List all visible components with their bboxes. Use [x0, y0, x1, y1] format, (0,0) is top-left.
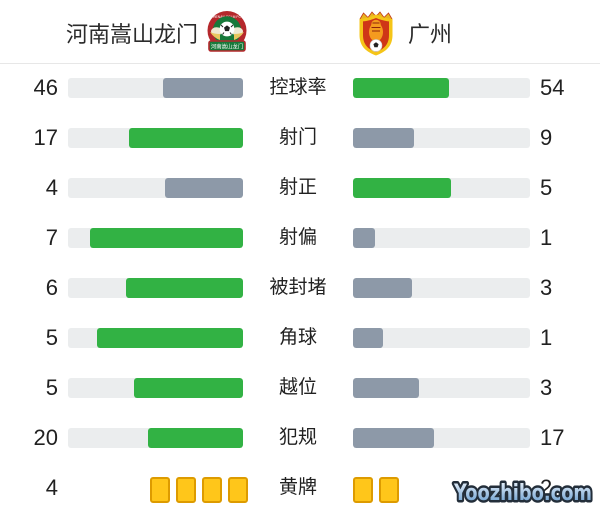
home-stat-value: 4: [45, 175, 58, 200]
home-stat-bar: [68, 178, 243, 198]
away-stat-bar: [353, 328, 530, 348]
away-stat-value: 17: [540, 425, 565, 450]
away-stat-bar-fill: [353, 428, 435, 448]
home-stat-value: 5: [45, 325, 58, 350]
home-stat-bar: [68, 428, 243, 448]
home-team-name: 河南嵩山龙门: [65, 22, 198, 47]
stat-label: 控球率: [269, 77, 327, 98]
home-stat-bar-fill: [97, 328, 243, 348]
away-team-header: 广州: [355, 8, 452, 58]
home-stat-bar-fill: [165, 178, 243, 198]
away-stat-value: 3: [540, 375, 553, 400]
home-stat-bar-fill: [162, 78, 243, 98]
away-yellow-cards: [353, 477, 399, 503]
away-stat-value: 1: [540, 325, 553, 350]
stat-label: 射正: [278, 177, 317, 198]
away-stat-bar-fill: [353, 328, 383, 348]
away-stat-bar-fill: [353, 78, 449, 98]
stat-row: 5 角球 1: [0, 313, 600, 363]
home-yellow-cards-value: 4: [45, 475, 58, 500]
stat-row: 5 越位 3: [0, 363, 600, 413]
away-team-crest-icon: [355, 10, 397, 56]
stat-row: 20 犯规 17: [0, 413, 600, 463]
home-stat-value: 17: [33, 125, 58, 150]
yellow-card-icon: [202, 477, 222, 503]
away-stat-bar: [353, 428, 530, 448]
home-stat-bar-fill: [128, 128, 243, 148]
stat-label: 射偏: [278, 227, 317, 248]
home-stat-bar-fill: [89, 228, 243, 248]
yoozhibo-watermark: Yoozhibo.com: [449, 476, 597, 509]
yellow-cards-label: 黄牌: [278, 477, 317, 498]
away-stat-bar-fill: [353, 228, 376, 248]
away-stat-bar-fill: [353, 178, 452, 198]
home-stat-bar: [68, 378, 243, 398]
away-stat-bar-fill: [353, 128, 415, 148]
stat-row: 17 射门 9: [0, 113, 600, 163]
home-team-header: 河南嵩山龙门 HENAN SGLM FC 河南嵩山龙门: [60, 8, 250, 58]
yellow-card-icon: [353, 477, 373, 503]
yellow-cards-row: 4 黄牌 2: [0, 463, 600, 512]
away-stat-bar: [353, 278, 530, 298]
home-stat-bar: [68, 78, 243, 98]
header: 河南嵩山龙门 HENAN SGLM FC 河南嵩山龙门: [0, 0, 600, 62]
away-stat-bar-fill: [353, 378, 420, 398]
stat-row: 4 射正 5: [0, 163, 600, 213]
home-stat-bar: [68, 328, 243, 348]
stat-label: 被封堵: [269, 277, 327, 298]
yellow-card-icon: [228, 477, 248, 503]
away-stat-bar: [353, 128, 530, 148]
header-divider: [0, 63, 600, 64]
home-crest-banner-text: 河南嵩山龙门: [211, 42, 243, 50]
home-yellow-cards: [150, 477, 248, 503]
away-stat-bar: [353, 78, 530, 98]
away-stat-value: 5: [540, 175, 553, 200]
away-stat-value: 54: [540, 75, 565, 100]
away-yellow-cards-value: 2: [540, 475, 553, 500]
away-stat-value: 1: [540, 225, 553, 250]
home-stat-value: 6: [45, 275, 58, 300]
home-stat-bar-fill: [126, 278, 243, 298]
away-stat-bar: [353, 378, 530, 398]
stat-row: 46 控球率 54: [0, 63, 600, 113]
home-team-crest-icon: HENAN SGLM FC 河南嵩山龙门: [204, 10, 250, 56]
yellow-card-icon: [150, 477, 170, 503]
away-stat-bar: [353, 178, 530, 198]
home-stat-value: 20: [33, 425, 58, 450]
away-stat-bar: [353, 228, 530, 248]
home-stat-bar: [68, 228, 243, 248]
home-stat-bar: [68, 278, 243, 298]
stat-label: 角球: [278, 327, 317, 348]
stat-row: 6 被封堵 3: [0, 263, 600, 313]
away-stat-value: 3: [540, 275, 553, 300]
stat-label: 越位: [278, 377, 317, 398]
home-stat-value: 7: [45, 225, 58, 250]
home-stat-bar-fill: [133, 378, 243, 398]
home-stat-bar: [68, 128, 243, 148]
watermark-text: Yoozhibo.com: [453, 481, 592, 506]
yellow-card-icon: [379, 477, 399, 503]
away-team-name: 广州: [408, 22, 453, 47]
yellow-card-icon: [176, 477, 196, 503]
home-stat-bar-fill: [148, 428, 243, 448]
home-stat-value: 46: [33, 75, 58, 100]
away-stat-bar-fill: [353, 278, 412, 298]
stat-label: 射门: [278, 127, 317, 148]
stat-label: 犯规: [278, 427, 317, 448]
stat-row: 7 射偏 1: [0, 213, 600, 263]
away-stat-value: 9: [540, 125, 553, 150]
home-stat-value: 5: [45, 375, 58, 400]
